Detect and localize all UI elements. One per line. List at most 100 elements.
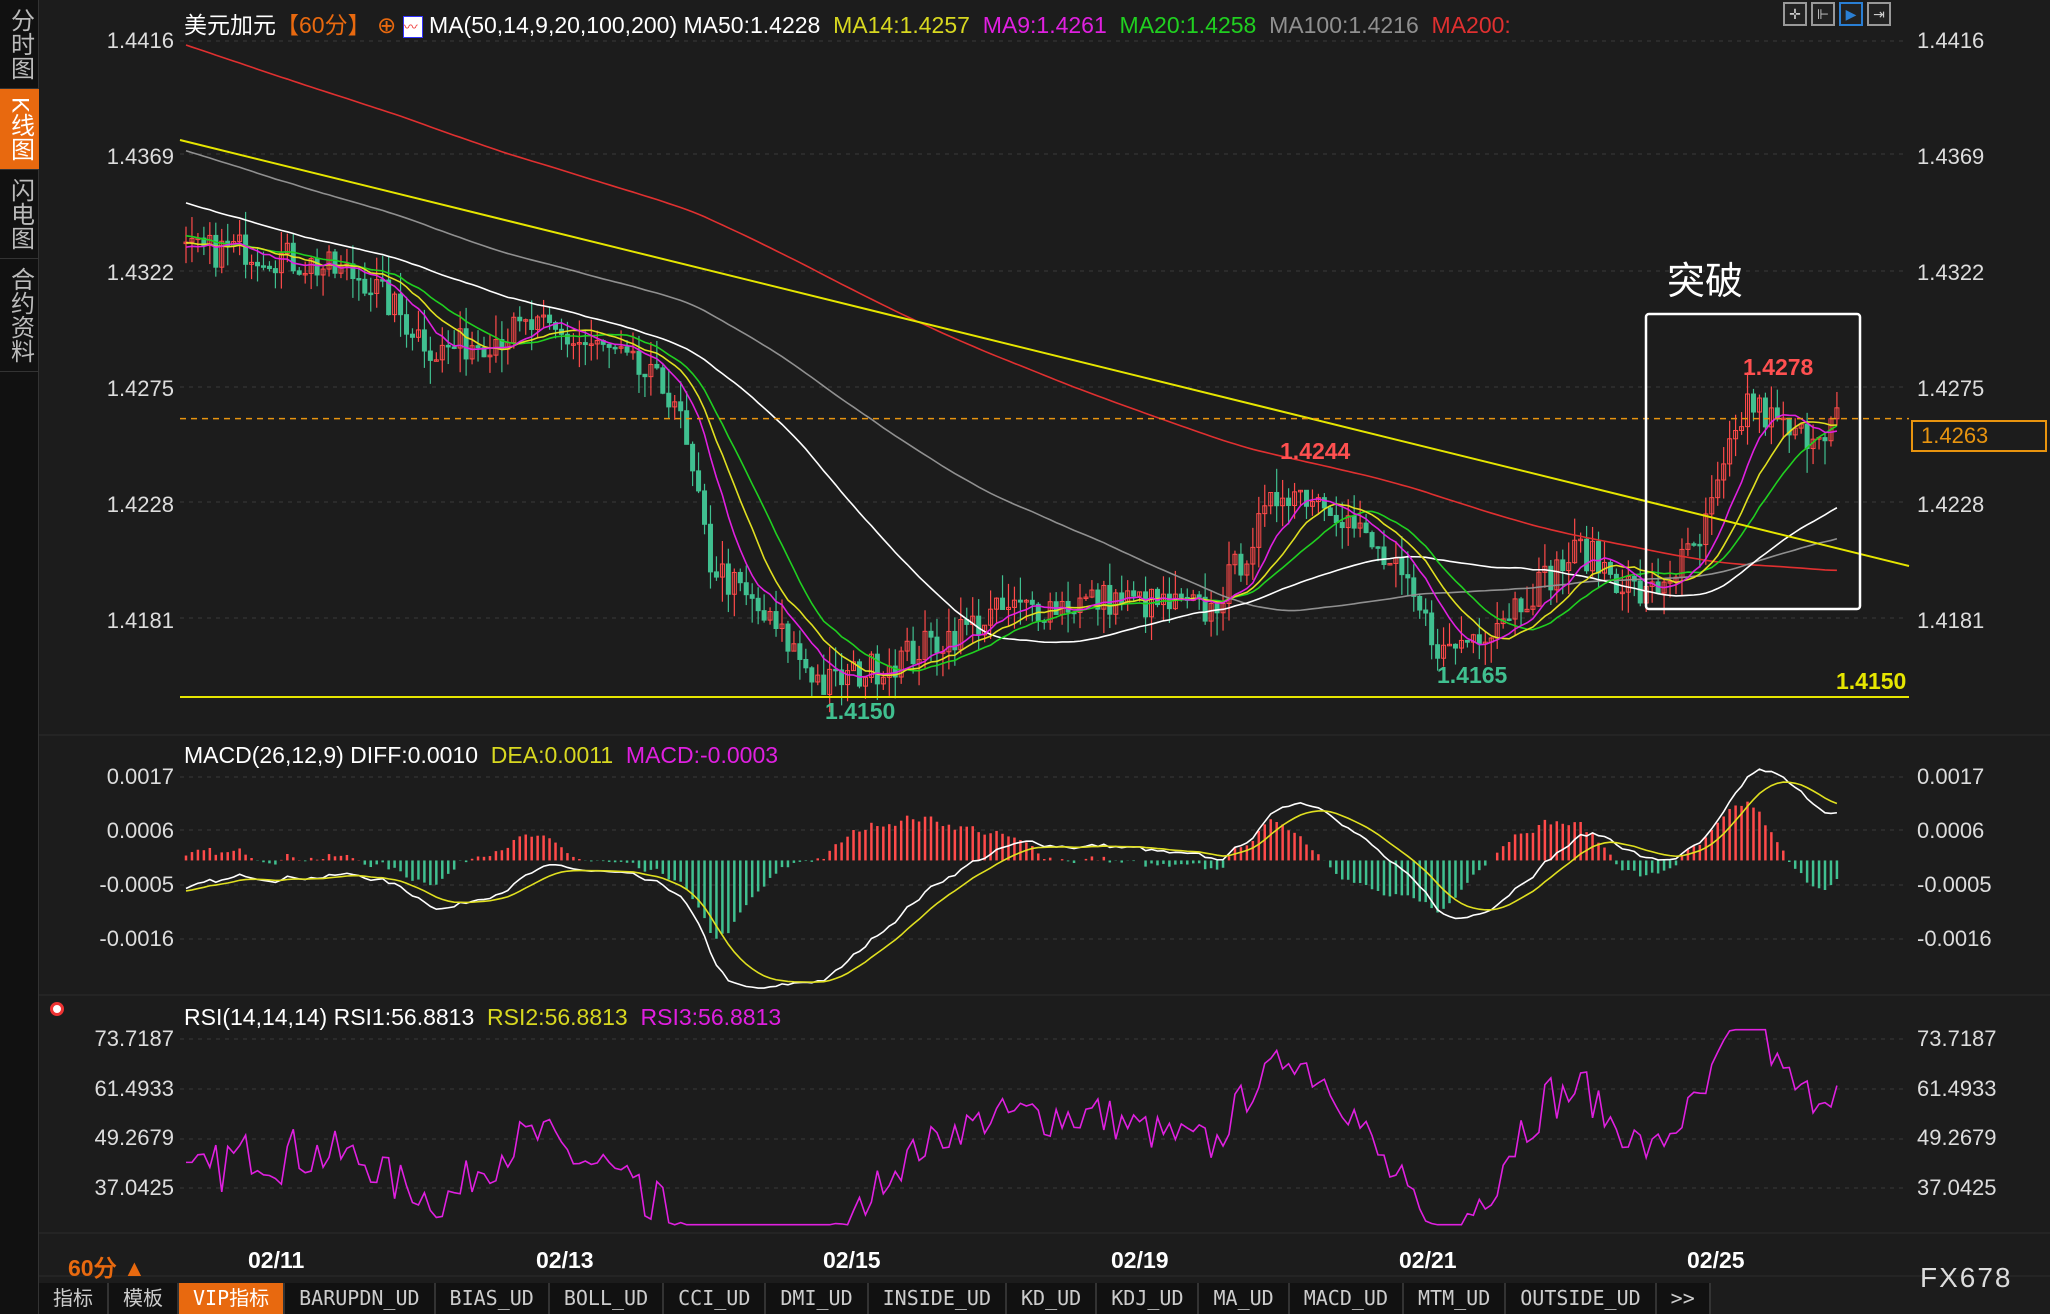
date-label: 02/15 bbox=[823, 1247, 881, 1273]
rsi1-value: RSI1:56.8813 bbox=[333, 1004, 475, 1030]
candle-body bbox=[1625, 576, 1631, 593]
rsi-title: RSI(14,14,14) bbox=[184, 1004, 328, 1030]
indicator-tab[interactable]: MA_UD bbox=[1199, 1283, 1290, 1314]
candle-body bbox=[707, 523, 713, 573]
indicator-tab[interactable]: BIAS_UD bbox=[435, 1283, 550, 1314]
add-icon[interactable]: ⊕ bbox=[376, 12, 397, 38]
candle-body bbox=[737, 571, 743, 584]
rsi-legend: RSI(14,14,14) RSI1:56.8813 RSI2:56.8813 … bbox=[184, 1004, 781, 1031]
candle-body bbox=[1327, 507, 1333, 516]
candle-body bbox=[368, 292, 374, 296]
candle-body bbox=[1703, 513, 1709, 546]
candle-body bbox=[523, 319, 529, 322]
indicator-tab[interactable]: KD_UD bbox=[1007, 1283, 1098, 1314]
sidebar-tab-timeshare[interactable]: 分时图 bbox=[0, 0, 39, 89]
price-axis-label: 1.4181 bbox=[106, 608, 174, 633]
candle-body bbox=[219, 240, 225, 268]
candle-body bbox=[1345, 515, 1351, 529]
candle-body bbox=[1756, 397, 1762, 413]
rsi-axis-label: 49.2679 bbox=[1917, 1125, 1997, 1151]
candle-body bbox=[564, 333, 570, 345]
low-label-1: 1.4150 bbox=[825, 698, 896, 724]
macd-axis-label: -0.0016 bbox=[1917, 926, 1992, 951]
candle-body bbox=[255, 261, 261, 267]
range-icon[interactable]: ⊩ bbox=[1811, 2, 1835, 26]
candle-body bbox=[213, 234, 219, 268]
candle-body bbox=[910, 640, 916, 665]
exit-icon[interactable]: ⇥ bbox=[1867, 2, 1891, 26]
rsi-axis-label: 61.4933 bbox=[94, 1075, 174, 1101]
candle-body bbox=[988, 608, 994, 626]
candle-body bbox=[791, 643, 797, 652]
candle-body bbox=[1709, 497, 1715, 515]
candle-body bbox=[648, 363, 654, 378]
candle-body bbox=[1131, 590, 1137, 597]
candle-body bbox=[398, 293, 404, 316]
ma-indicator-icon[interactable]: 〰 bbox=[402, 15, 423, 38]
candle-body bbox=[1780, 417, 1786, 421]
candle-body bbox=[702, 490, 708, 525]
candle-body bbox=[1441, 644, 1447, 659]
macd-axis-label: 0.0017 bbox=[106, 764, 174, 789]
settings-icon[interactable] bbox=[50, 1002, 64, 1016]
price-axis-label: 1.4416 bbox=[106, 28, 174, 53]
candle-body bbox=[767, 611, 773, 621]
price-axis-label: 1.4228 bbox=[106, 492, 174, 517]
candle-body bbox=[660, 367, 666, 394]
price-axis-label: 1.4369 bbox=[1917, 144, 1985, 169]
indicator-tab[interactable]: BOLL_UD bbox=[549, 1283, 665, 1314]
rsi-axis-label: 73.7187 bbox=[1917, 1026, 1997, 1051]
candle-body bbox=[1351, 515, 1357, 529]
play-icon[interactable]: ▶ bbox=[1839, 2, 1863, 26]
indicator-tab[interactable]: KDJ_UD bbox=[1097, 1283, 1200, 1314]
ma9-line bbox=[185, 242, 1838, 678]
ma-params: MA(50,14,9,20,100,200) bbox=[429, 12, 678, 38]
period-selector[interactable]: 60分 ▲ bbox=[68, 1255, 146, 1281]
candle-body bbox=[1286, 497, 1292, 507]
indicator-tab[interactable]: MACD_UD bbox=[1289, 1283, 1404, 1314]
candle-body bbox=[690, 443, 696, 472]
sidebar-tab-flash[interactable]: 闪电图 bbox=[0, 170, 39, 260]
candle-body bbox=[1309, 501, 1315, 507]
candle-body bbox=[249, 261, 255, 265]
candle-body bbox=[1017, 599, 1023, 603]
candle-body bbox=[1405, 574, 1411, 579]
ma50-value: MA50:1.4228 bbox=[683, 12, 821, 38]
indicator-tab[interactable]: MTM_UD bbox=[1404, 1283, 1507, 1314]
candle-body bbox=[451, 346, 457, 349]
rsi-axis-label: 49.2679 bbox=[94, 1125, 174, 1151]
candle-body bbox=[1375, 546, 1381, 549]
indicator-tab[interactable]: >> bbox=[1656, 1283, 1711, 1314]
indicator-tab[interactable]: OUTSIDE_UD bbox=[1506, 1283, 1657, 1314]
crosshair-icon[interactable]: ✛ bbox=[1783, 2, 1807, 26]
low-label-2: 1.4165 bbox=[1437, 662, 1508, 688]
indicator-tab[interactable]: BARUPDN_UD bbox=[285, 1283, 436, 1314]
candle-body bbox=[529, 319, 535, 330]
candle-body bbox=[481, 347, 487, 358]
indicator-tab[interactable]: VIP指标 bbox=[179, 1283, 286, 1314]
macd-diff-line bbox=[185, 768, 1838, 989]
candle-body bbox=[1572, 539, 1578, 564]
candle-body bbox=[1637, 580, 1643, 604]
candle-body bbox=[1387, 562, 1393, 566]
candle-body bbox=[237, 234, 243, 243]
sidebar-tab-kline[interactable]: K线图 bbox=[0, 89, 39, 171]
indicator-tab[interactable]: 模板 bbox=[109, 1283, 179, 1314]
candle-body bbox=[1506, 618, 1512, 621]
candle-body bbox=[1697, 543, 1703, 547]
candle-body bbox=[946, 630, 952, 653]
candle-body bbox=[415, 329, 421, 338]
indicator-tab[interactable]: DMI_UD bbox=[766, 1283, 869, 1314]
candle-body bbox=[868, 653, 874, 678]
candle-body bbox=[576, 342, 582, 345]
macd-diff: DIFF:0.0010 bbox=[350, 742, 479, 768]
high-label: 1.4278 bbox=[1743, 354, 1814, 380]
candle-body bbox=[1512, 598, 1518, 620]
macd-dea-line bbox=[185, 781, 1838, 983]
candle-body bbox=[1208, 603, 1214, 622]
indicator-tab[interactable]: CCI_UD bbox=[664, 1283, 767, 1314]
indicator-tab[interactable]: INSIDE_UD bbox=[868, 1283, 1008, 1314]
indicator-tab[interactable]: 指标 bbox=[39, 1283, 109, 1314]
sidebar-tab-contract-info[interactable]: 合约资料 bbox=[0, 259, 39, 373]
